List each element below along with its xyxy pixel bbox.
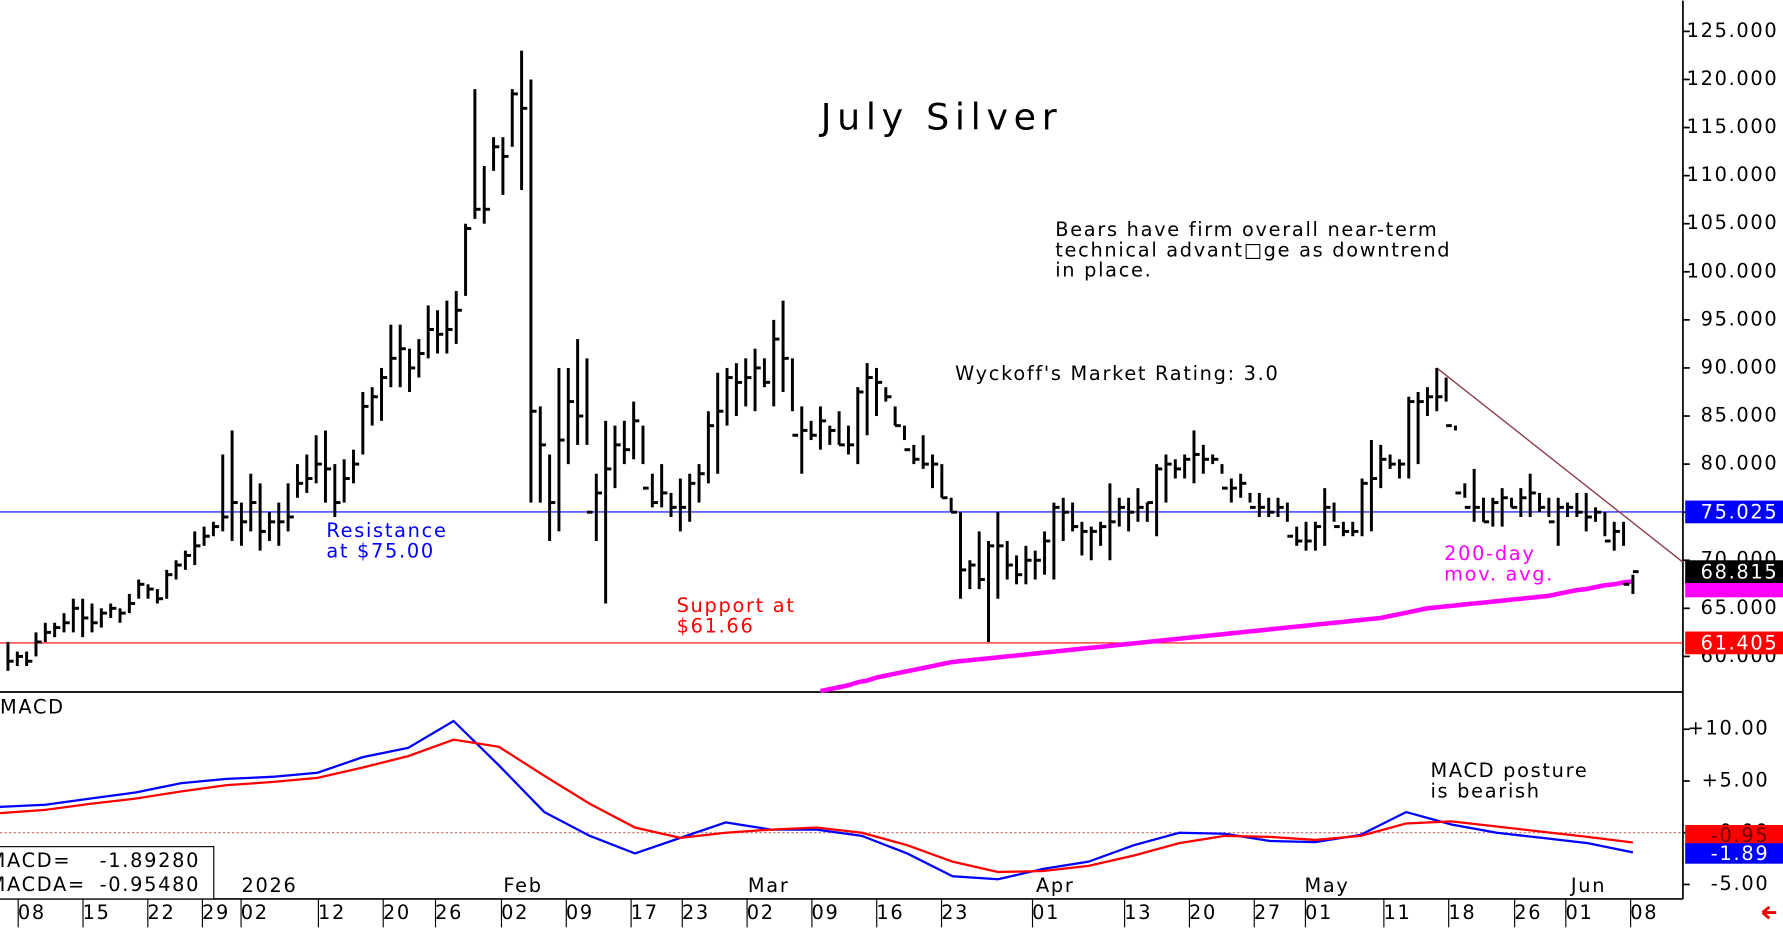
ma-note: 200-day: [1444, 542, 1535, 565]
ma-note: mov. avg.: [1444, 562, 1554, 585]
support-note: $61.66: [677, 615, 755, 638]
macd-title: MACD: [0, 695, 65, 718]
trendline: [1436, 367, 1684, 563]
day-label: 27: [1254, 901, 1282, 924]
y-tick-label: 85.000: [1701, 404, 1779, 427]
chart-title: July Silver: [819, 95, 1063, 138]
day-label: 20: [383, 901, 411, 924]
month-label: 2026: [241, 874, 297, 897]
macd-note: is bearish: [1430, 780, 1540, 803]
day-label: 15: [83, 901, 111, 924]
scroll-arrow[interactable]: [1761, 905, 1777, 920]
readout-box: [0, 846, 215, 900]
day-label: 26: [435, 901, 463, 924]
macd-line: [0, 738, 1634, 874]
readout-label: MACDA=: [0, 873, 86, 896]
support-badge: [1685, 631, 1783, 655]
readout-value: -0.95480: [100, 873, 201, 896]
day-label: 29: [202, 901, 230, 924]
y-tick-label: 100.000: [1687, 259, 1779, 282]
month-label: Mar: [748, 874, 790, 897]
y-tick-label: 125.000: [1687, 19, 1779, 42]
day-label: 23: [682, 901, 710, 924]
day-label: 02: [241, 901, 269, 924]
day-label: 13: [1124, 901, 1152, 924]
resistance-badge-label: 75.025: [1701, 501, 1779, 524]
macd-tick-label: +5.00: [1702, 768, 1770, 791]
day-label: 01: [1305, 901, 1333, 924]
day-label: 08: [18, 901, 46, 924]
macd-tick-label: -5.00: [1711, 872, 1770, 895]
day-label: 02: [501, 901, 529, 924]
y-tick-label: 80.000: [1701, 452, 1779, 475]
macd-note: MACD posture: [1430, 759, 1588, 782]
day-label: 08: [1630, 901, 1658, 924]
support-badge-label: 61.405: [1701, 632, 1779, 655]
outlook-note: in place.: [1055, 259, 1152, 282]
resistance-note: at $75.00: [326, 540, 435, 563]
macd-badge-label: -1.89: [1711, 842, 1770, 865]
support-note: Support at: [677, 594, 796, 617]
day-label: 01: [1565, 901, 1593, 924]
day-label: 16: [876, 901, 904, 924]
readout-label: MACD=: [0, 849, 71, 872]
macd-badge-label: -0.95: [1711, 824, 1770, 847]
last-badge: [1685, 560, 1783, 584]
day-label: 11: [1384, 901, 1412, 924]
day-label: 09: [812, 901, 840, 924]
month-label: Apr: [1036, 874, 1075, 897]
ma-200-line: [819, 579, 1634, 694]
resistance-badge: [1685, 500, 1783, 524]
y-tick-label: 110.000: [1687, 163, 1779, 186]
resistance-note: Resistance: [326, 519, 447, 542]
day-label: 17: [631, 901, 659, 924]
macd-tick-label: +10.00: [1688, 717, 1770, 740]
day-label: 09: [566, 901, 594, 924]
day-label: 22: [147, 901, 175, 924]
y-tick-label: 65.000: [1701, 596, 1779, 619]
y-tick-label: 90.000: [1701, 355, 1779, 378]
outlook-note: technical advant□ge as downtrend: [1055, 238, 1451, 261]
day-label: 02: [747, 901, 775, 924]
month-label: Feb: [503, 874, 542, 897]
day-label: 23: [941, 901, 969, 924]
y-tick-label: 105.000: [1687, 211, 1779, 234]
outlook-note: Bears have firm overall near-term: [1055, 218, 1438, 241]
y-tick-label: 95.000: [1701, 307, 1779, 330]
y-tick-label: 120.000: [1687, 67, 1779, 90]
macd-badge: [1685, 825, 1783, 846]
rating-note: Wyckoff's Market Rating: 3.0: [955, 362, 1279, 385]
day-label: 01: [1032, 901, 1060, 924]
day-label: 26: [1514, 901, 1542, 924]
day-label: 12: [318, 901, 346, 924]
macd-badge: [1685, 843, 1783, 864]
last-badge-label: 68.815: [1701, 560, 1779, 583]
day-label: 18: [1448, 901, 1476, 924]
month-label: May: [1304, 874, 1349, 897]
y-tick-label: 115.000: [1687, 115, 1779, 138]
day-label: 20: [1189, 901, 1217, 924]
month-label: Jun: [1570, 874, 1606, 897]
readout-value: -1.89280: [100, 849, 201, 872]
